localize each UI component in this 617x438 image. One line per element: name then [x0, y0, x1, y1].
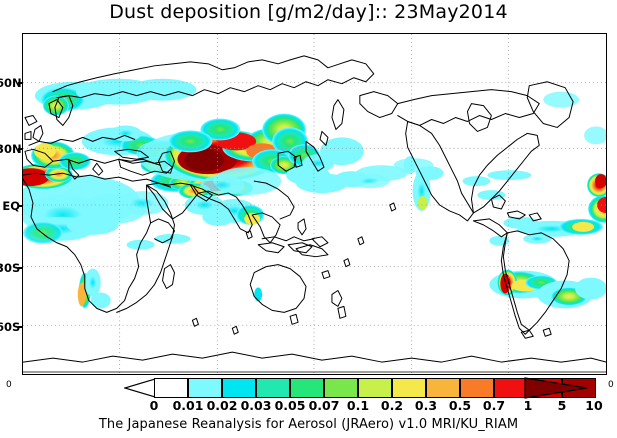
colorbar-swatch-5: [324, 378, 358, 398]
y-axis-tickmark-30s: [18, 267, 23, 269]
colorbar-under-arrow: [124, 378, 156, 398]
colorbar-swatch-10: [494, 378, 528, 398]
colorbar-tick-3: 0.03: [240, 398, 272, 413]
colorbar-tick-8: 0.3: [414, 398, 438, 413]
colorbar-swatch-6: [358, 378, 392, 398]
y-axis-tick-60s: 60S: [0, 320, 21, 334]
colorbar-tick-12: 5: [557, 398, 567, 413]
colorbar-tick-6: 0.1: [346, 398, 370, 413]
colorbar-tick-9: 0.5: [448, 398, 472, 413]
world-dust-deposition-map: [23, 34, 606, 374]
coastlines: [23, 55, 606, 373]
y-axis-tick-eq: EQ: [2, 199, 20, 213]
colorbar-swatch-0: [154, 378, 188, 398]
colorbar-tick-4: 0.05: [274, 398, 306, 413]
page-title: Dust deposition [g/m2/day]:: 23May2014: [109, 1, 508, 23]
colorbar-swatch-1: [188, 378, 222, 398]
colorbar-swatch-9: [460, 378, 494, 398]
y-axis-tickmark-eq: [18, 205, 23, 207]
colorbar-tick-0: 0: [149, 398, 159, 413]
y-axis-tick-30n: 30N: [0, 142, 22, 156]
x-axis-right-label: 0: [608, 380, 614, 390]
y-axis-tick-60n: 60N: [0, 76, 22, 90]
y-axis-tick-30s: 30S: [0, 261, 21, 275]
y-axis-tickmark-30n: [18, 148, 23, 150]
map-plot-area: [22, 33, 607, 375]
colorbar-swatch-4: [290, 378, 324, 398]
colorbar-swatch-7: [392, 378, 426, 398]
source-caption: The Japanese Reanalysis for Aerosol (JRA…: [98, 417, 519, 432]
colorbar-tick-11: 1: [523, 398, 533, 413]
x-axis-left-label: 0: [6, 380, 12, 390]
colorbar-tick-2: 0.02: [206, 398, 238, 413]
y-axis-tickmark-60s: [18, 326, 23, 328]
colorbar-tick-5: 0.07: [308, 398, 340, 413]
colorbar-swatch-3: [256, 378, 290, 398]
colorbar-swatch-2: [222, 378, 256, 398]
dust-deposition-field: [23, 78, 606, 309]
colorbar-swatch-8: [426, 378, 460, 398]
y-axis-tickmark-60n: [18, 82, 23, 84]
colorbar: [0, 378, 617, 400]
colorbar-tick-10: 0.7: [482, 398, 506, 413]
colorbar-tick-1: 0.01: [172, 398, 204, 413]
colorbar-tick-13: 10: [585, 398, 603, 413]
colorbar-tick-7: 0.2: [380, 398, 404, 413]
colorbar-over-arrow-triangle: [524, 377, 588, 399]
